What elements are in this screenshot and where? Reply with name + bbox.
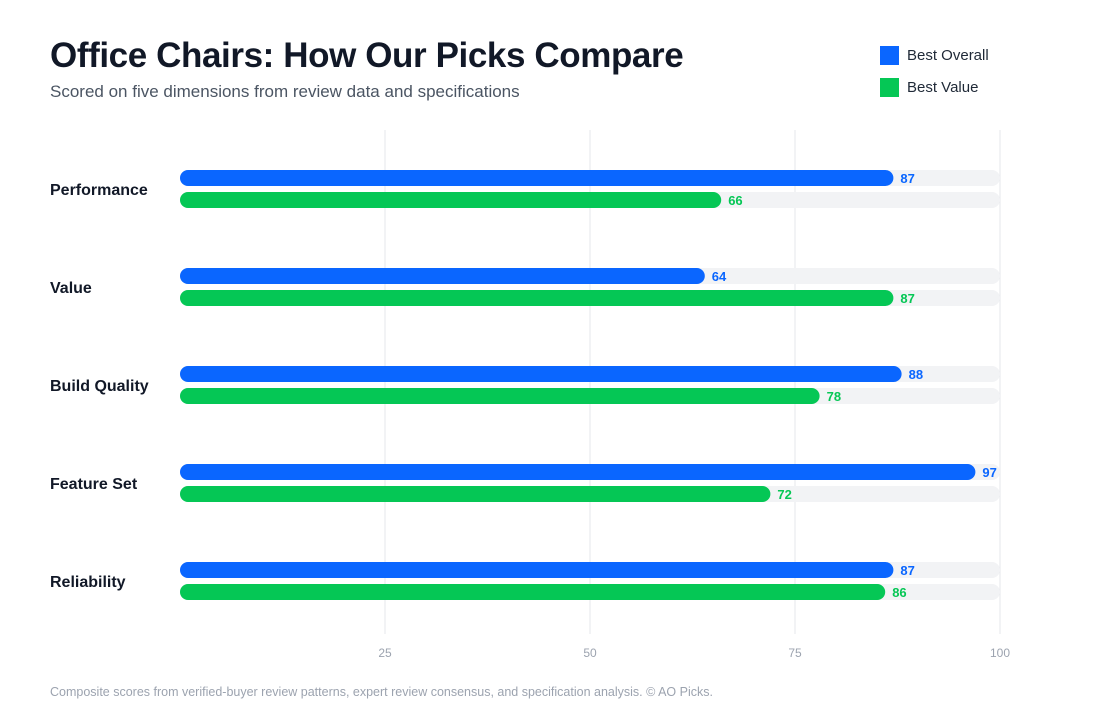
category-label-build-quality: Build Quality (50, 378, 149, 395)
legend-label-best-value: Best Value (907, 78, 979, 96)
legend-label-best-overall: Best Overall (907, 46, 989, 64)
bar-value-best-overall (180, 268, 705, 284)
value-label-reliability-best-overall: 87 (900, 563, 914, 578)
bar-build-quality-best-overall (180, 366, 902, 382)
value-label-performance-best-overall: 87 (900, 171, 914, 186)
value-label-build-quality-best-overall: 88 (909, 367, 923, 382)
chart-footnote: Composite scores from verified-buyer rev… (50, 685, 713, 699)
chart-title: Office Chairs: How Our Picks Compare (50, 36, 684, 75)
bar-feature-set-best-overall (180, 464, 976, 480)
x-tick-label-50: 50 (583, 646, 597, 660)
x-tick-label-25: 25 (378, 646, 392, 660)
value-label-feature-set-best-value: 72 (777, 487, 791, 502)
chart-legend: Best Overall Best Value (880, 45, 989, 109)
bar-reliability-best-overall (180, 562, 894, 578)
value-label-build-quality-best-value: 78 (827, 389, 841, 404)
value-label-value-best-value: 87 (900, 291, 914, 306)
category-label-performance: Performance (50, 182, 148, 199)
legend-item-best-value: Best Value (880, 77, 989, 97)
x-tick-label-100: 100 (990, 646, 1010, 660)
category-label-value: Value (50, 280, 92, 297)
legend-swatch-best-overall (880, 45, 899, 65)
category-label-reliability: Reliability (50, 574, 126, 591)
bar-performance-best-value (180, 192, 722, 208)
bar-build-quality-best-value (180, 388, 820, 404)
bar-performance-best-overall (180, 170, 894, 186)
value-label-value-best-overall: 64 (712, 269, 727, 284)
value-label-feature-set-best-overall: 97 (982, 465, 996, 480)
value-label-reliability-best-value: 86 (892, 585, 906, 600)
value-label-performance-best-value: 66 (728, 193, 742, 208)
bar-value-best-value (180, 290, 894, 306)
x-tick-label-75: 75 (788, 646, 802, 660)
legend-swatch-best-value (880, 77, 899, 97)
chart-subtitle: Scored on five dimensions from review da… (50, 82, 520, 101)
category-label-feature-set: Feature Set (50, 476, 138, 493)
bar-feature-set-best-value (180, 486, 771, 502)
bar-reliability-best-value (180, 584, 886, 600)
legend-item-best-overall: Best Overall (880, 45, 989, 65)
